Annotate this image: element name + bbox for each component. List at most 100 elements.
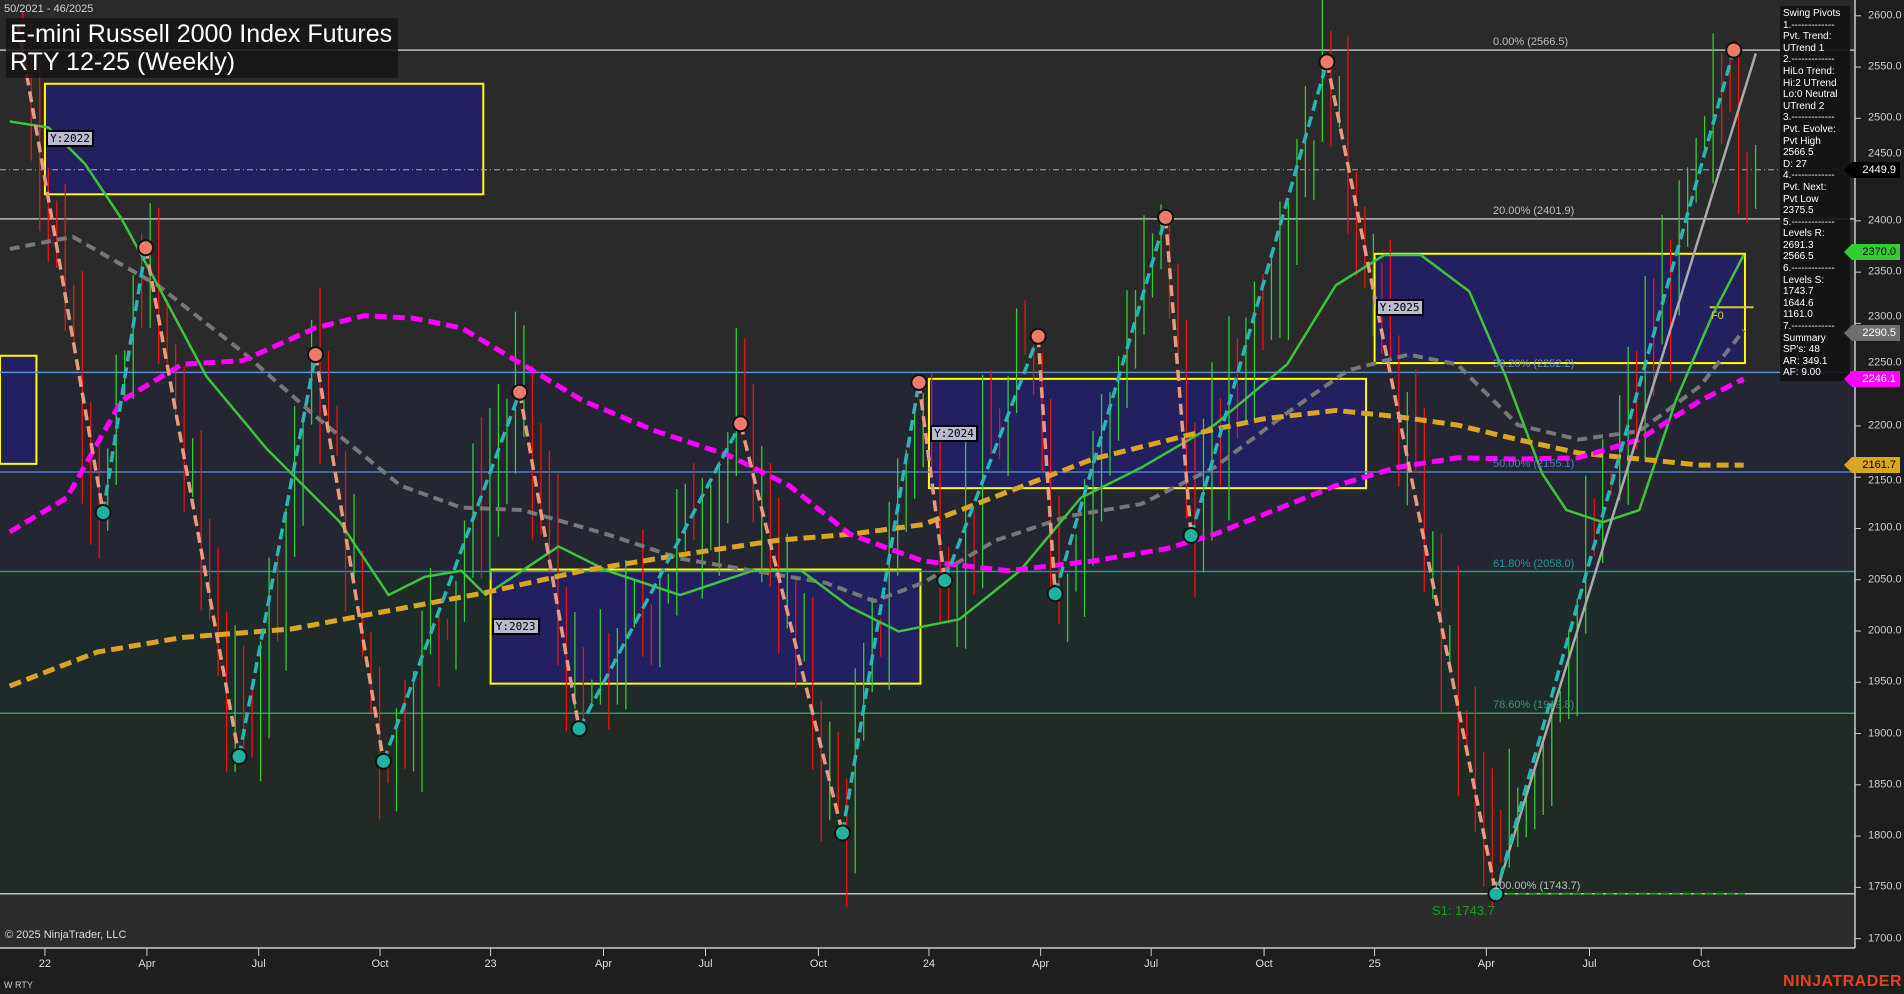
year-label: Y:2022 — [46, 130, 94, 148]
info-line: 2566.5 — [1783, 147, 1814, 159]
y-tick-label: 1900.0 — [1868, 727, 1902, 740]
swing-leg-up — [1494, 49, 1736, 895]
swing-leg-up — [1189, 61, 1329, 537]
swing-high-marker — [511, 383, 529, 401]
swing-leg-up — [237, 354, 318, 757]
info-line: Hi:2 UTrend — [1783, 77, 1837, 89]
x-tick-label: 22 — [38, 958, 52, 970]
swing-low-marker — [374, 752, 392, 770]
info-line: Pvt Low — [1783, 193, 1819, 205]
info-line: Swing Pivots — [1783, 8, 1841, 19]
swing-leg-up — [101, 247, 148, 513]
zone-bottom — [0, 893, 1855, 948]
y-tick-label: 2300.0 — [1868, 310, 1902, 323]
swing-high-marker — [137, 239, 155, 257]
y-tick-label: 2150.0 — [1868, 474, 1902, 487]
swing-leg-down — [143, 247, 241, 757]
swing-leg-down — [1163, 217, 1193, 536]
swing-high-marker — [307, 346, 325, 364]
info-line: Pvt. Evolve: — [1783, 123, 1836, 135]
fib-label: 61.80% (2058.0) — [1493, 557, 1575, 570]
y-tick-label: 2050.0 — [1868, 573, 1902, 586]
fib-label: 20.00% (2401.9) — [1493, 204, 1575, 217]
instrument-period: RTY 12-25 (Weekly) — [10, 48, 236, 76]
price-marker: 2370.0 — [1844, 243, 1900, 260]
info-line: 4.------------- — [1783, 170, 1835, 182]
year-label: Y:2024 — [930, 424, 978, 442]
x-axis-bg — [0, 948, 1904, 994]
swing-low-marker — [94, 503, 112, 521]
yearly-range-box — [1373, 252, 1746, 365]
y-tick-label: 1850.0 — [1868, 778, 1902, 791]
ma-green — [9, 120, 1745, 633]
x-tick-label: Apr — [138, 958, 156, 970]
info-line: 1161.0 — [1783, 309, 1813, 321]
x-tick-label: Jul — [698, 958, 713, 970]
info-line: HiLo Trend: — [1783, 65, 1835, 77]
x-tick-label: 23 — [484, 958, 497, 970]
info-line: 2.------------- — [1783, 54, 1835, 66]
price-marker: 2290.5 — [1844, 325, 1900, 342]
info-line: 2566.5 — [1783, 251, 1814, 263]
y-tick-label: 2550.0 — [1868, 60, 1902, 73]
y-tick-label: 2250.0 — [1868, 356, 1902, 369]
info-line: 3.------------- — [1783, 112, 1835, 124]
y-tick-label: 1750.0 — [1868, 880, 1902, 893]
info-line: 5.------------- — [1783, 216, 1835, 228]
info-line: Lo:0 Neutral — [1783, 89, 1838, 101]
y-tick-label: 2350.0 — [1868, 265, 1902, 278]
x-tick-label: Jul — [1582, 958, 1597, 970]
fib-label: 100.00% (1743.7) — [1493, 879, 1581, 892]
swing-leg-down — [313, 354, 386, 762]
ma-gray — [9, 234, 1746, 604]
info-line: 7.------------- — [1783, 321, 1835, 333]
swing-high-marker — [1318, 53, 1336, 71]
swing-low-marker — [1182, 527, 1200, 545]
fib-label: 38.20% (2252.2) — [1493, 358, 1575, 371]
instrument-name: E-mini Russell 2000 Index Futures — [10, 20, 393, 48]
swing-leg-up — [840, 382, 921, 834]
y-tick-label: 1800.0 — [1868, 829, 1902, 842]
swing-low-marker — [1487, 885, 1505, 903]
info-line: Pvt. Trend: — [1783, 31, 1832, 43]
y-tick-label: 1700.0 — [1868, 932, 1902, 945]
swing-low-marker — [570, 720, 588, 738]
x-tick-label: Jul — [1144, 958, 1159, 970]
swing-high-marker — [732, 415, 750, 433]
info-line: D: 27 — [1783, 158, 1807, 170]
x-tick-label: Oct — [1255, 958, 1273, 970]
info-line: UTrend 1 — [1783, 42, 1825, 54]
yearly-range-box — [0, 354, 38, 465]
info-line: UTrend 2 — [1783, 100, 1825, 112]
swing-low-marker — [1046, 585, 1064, 603]
swing-leg-up — [1053, 216, 1168, 595]
support-label: S1: 1743.7 — [1432, 902, 1495, 918]
info-line: Levels R: — [1783, 228, 1825, 240]
chart-title: E-mini Russell 2000 Index Futures RTY 12… — [6, 18, 399, 78]
fib-label: 50.00% (2155.1) — [1493, 457, 1575, 470]
x-tick-label: 24 — [922, 958, 936, 970]
price-bars — [22, 0, 1757, 908]
x-tick-label: Jul — [251, 958, 266, 970]
info-line: 1743.7 — [1783, 286, 1814, 298]
year-label: Y:2025 — [1375, 299, 1424, 317]
zone-low2 — [0, 713, 1855, 894]
year-label: Y:2023 — [491, 617, 540, 635]
swing-high-marker — [1029, 327, 1047, 345]
swing-low-marker — [833, 824, 851, 842]
swing-leg-up — [943, 335, 1040, 582]
swing-pivots-panel: Swing Pivots 1.------------- Pvt. Trend: UT… — [1780, 6, 1850, 381]
price-marker: 2246.1 — [1844, 370, 1900, 387]
info-line: 2375.5 — [1783, 205, 1814, 217]
info-line: Pvt High — [1783, 135, 1821, 147]
instrument-code: W RTY — [4, 980, 33, 990]
y-tick-label: 2450.0 — [1868, 147, 1902, 160]
swing-leg-down — [738, 423, 845, 834]
info-line: 2691.3 — [1783, 239, 1814, 251]
y-tick-label: 2600.0 — [1868, 9, 1902, 22]
info-line: Summary — [1783, 332, 1826, 344]
swing-low-marker — [936, 571, 954, 589]
swing-low-marker — [230, 748, 248, 766]
x-tick-label: Apr — [594, 958, 613, 970]
